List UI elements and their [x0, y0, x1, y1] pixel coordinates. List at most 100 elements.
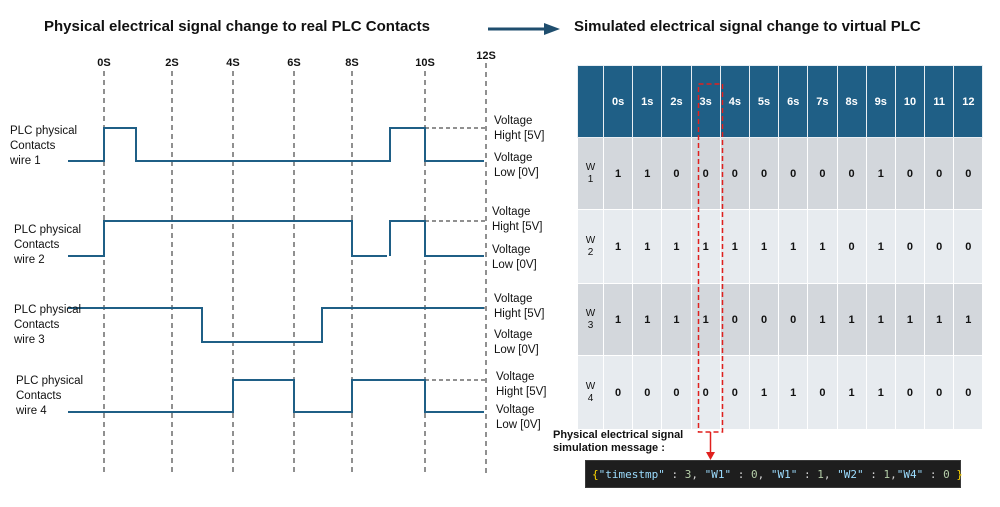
table-cell: 1: [602, 283, 634, 356]
table-column-header: 11: [924, 65, 955, 138]
table-cell: 0: [836, 209, 867, 284]
table-cell: 0: [953, 355, 984, 430]
table-column-header: 4s: [719, 65, 750, 138]
voltage-low-line: Low [0V]: [494, 167, 539, 179]
time-tick-label: 6S: [287, 57, 300, 69]
arrow-down-icon: [706, 452, 715, 460]
table-cell: 0: [807, 355, 838, 430]
wire-label-line: wire 1: [10, 155, 41, 167]
code-token: }: [949, 468, 963, 481]
voltage-low-line: Voltage: [492, 244, 531, 256]
table-cell: 1: [632, 283, 663, 356]
table-column-header: 2s: [661, 65, 692, 138]
highlight-overlay: [697, 83, 724, 460]
code-token: "W1": [770, 468, 798, 481]
voltage-low-line: Voltage: [494, 152, 533, 164]
table-cell: 1: [807, 283, 838, 356]
table-cell: 0: [748, 283, 780, 356]
table-column-header: 3s: [690, 65, 721, 138]
voltage-low-label: Voltage Low [0V]: [494, 151, 539, 181]
wire-label-line: PLC physical: [10, 125, 78, 137]
voltage-low-line: Low [0V]: [494, 344, 539, 356]
table-cell: 0: [807, 137, 838, 210]
table-cell: 0: [924, 137, 955, 210]
code-token: 0: [750, 468, 758, 481]
row-header-line: W: [585, 380, 596, 392]
table-cell: 1: [953, 283, 984, 356]
voltage-high-line: Voltage: [494, 115, 533, 127]
voltage-high-line: Hight [5V]: [492, 221, 543, 233]
table-column-header: 6s: [778, 65, 809, 138]
table-cell: 1: [865, 137, 896, 210]
wire-label-line: PLC physical: [14, 304, 82, 316]
wire-label-line: wire 3: [14, 334, 45, 346]
wire-label-2: PLC physical Contacts wire 2: [14, 223, 81, 268]
time-tick-label: 4S: [226, 57, 239, 69]
code-token: ,: [691, 468, 705, 481]
voltage-high-label: Voltage Hight [5V]: [494, 114, 545, 144]
table-cell: 1: [690, 209, 721, 284]
time-tick-label: 8S: [345, 57, 358, 69]
table-cell: 1: [632, 209, 663, 284]
voltage-high-label: Voltage Hight [5V]: [494, 292, 545, 322]
row-header-line: W: [585, 161, 596, 173]
code-token: :: [731, 468, 751, 481]
time-tick-label: 12S: [476, 50, 496, 62]
message-label-line-1: Physical electrical signal: [553, 429, 684, 441]
table-cell: 0: [690, 137, 721, 210]
voltage-high-line: Voltage: [496, 371, 535, 383]
waveform-wire-3: [68, 307, 484, 343]
time-ticks: 0S 2S 4S 6S 8S 10S 12S: [97, 50, 496, 69]
table-cell: 0: [894, 137, 926, 210]
voltage-high-line: Voltage: [494, 293, 533, 305]
wire-label-line: Contacts: [16, 390, 62, 402]
table-cell: 1: [778, 355, 809, 430]
wire-label-line: Contacts: [14, 319, 60, 331]
row-header-line: 1: [587, 173, 594, 185]
row-header-line: 4: [587, 392, 594, 404]
code-token: ,: [823, 468, 838, 481]
table-column-header: 10: [894, 65, 926, 138]
code-token: 3: [684, 468, 692, 481]
code-token: "W2": [837, 468, 864, 481]
table-column-header: 9s: [865, 65, 896, 138]
table-cell: 1: [894, 283, 926, 356]
table-column-header: 7s: [807, 65, 838, 138]
table-cell: 0: [778, 137, 809, 210]
code-token: ,: [757, 468, 771, 481]
table-column-header: 12: [953, 65, 984, 138]
message-label-line-2: simulation message :: [553, 442, 665, 454]
table-cell: 1: [632, 137, 663, 210]
code-token: :: [863, 468, 884, 481]
code-token: {: [592, 468, 599, 481]
table-cell: 1: [865, 283, 896, 356]
wire-label-line: PLC physical: [16, 375, 84, 387]
table-cell: 1: [865, 355, 896, 430]
code-token: "timestmp": [598, 468, 665, 481]
timing-diagram: 0S 2S 4S 6S 8S 10S 12S: [68, 50, 496, 474]
voltage-low-line: Voltage: [494, 329, 533, 341]
voltage-low-label: Voltage Low [0V]: [496, 403, 541, 433]
time-tick-label: 0S: [97, 57, 110, 69]
table-cell: 1: [748, 355, 780, 430]
wire-label-1: PLC physical Contacts wire 1: [10, 124, 77, 169]
table-cell: 0: [836, 137, 867, 210]
message-label: Physical electrical signal simulation me…: [553, 429, 683, 455]
waveform-wire-2: [68, 220, 484, 257]
code-token: :: [923, 468, 944, 481]
table-cell: 1: [661, 283, 692, 356]
code-token: "W4": [896, 468, 924, 481]
table-cell: 0: [690, 355, 721, 430]
right-title: Simulated electrical signal change to vi…: [574, 18, 921, 35]
voltage-low-label: Voltage Low [0V]: [494, 328, 539, 358]
voltage-low-line: Voltage: [496, 404, 535, 416]
table-cell: 0: [924, 209, 955, 284]
code-token: :: [797, 468, 818, 481]
row-header-line: 3: [587, 319, 594, 331]
highlight-column-box: [697, 83, 724, 433]
table-column-header: 0s: [602, 65, 634, 138]
